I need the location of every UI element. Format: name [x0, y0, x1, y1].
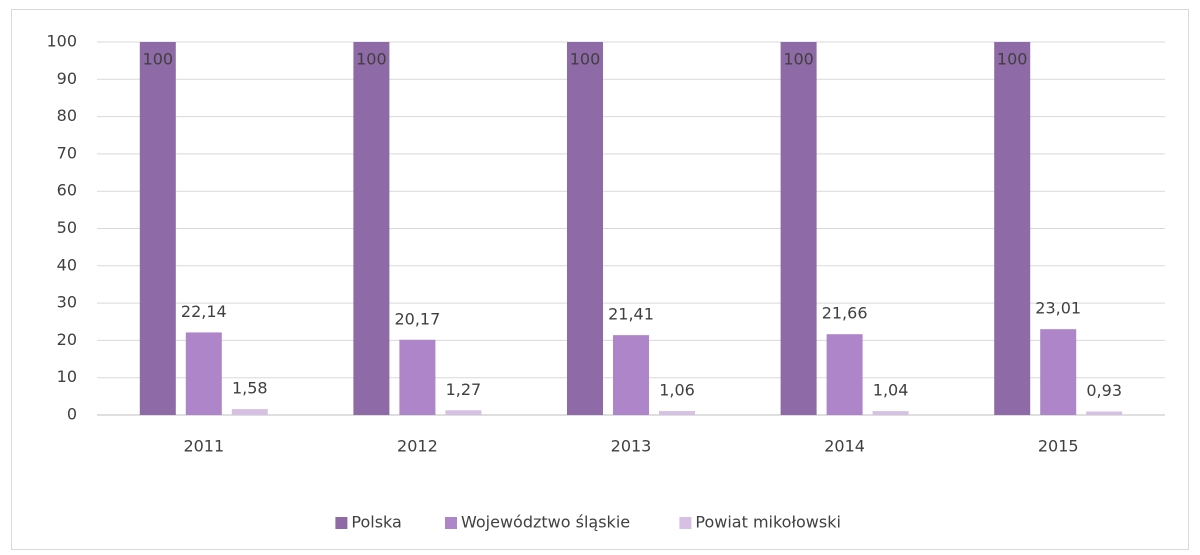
data-label: 20,17 [394, 309, 440, 328]
data-label: 21,41 [608, 305, 654, 324]
bar [1086, 411, 1123, 415]
bar [231, 409, 268, 415]
y-tick-label: 40 [57, 255, 77, 274]
bar [399, 339, 436, 415]
data-label: 100 [143, 50, 174, 69]
bar [780, 42, 817, 415]
data-label: 100 [570, 50, 601, 69]
bar [826, 334, 863, 415]
bar [139, 42, 176, 415]
y-tick-label: 70 [57, 143, 77, 162]
y-tick-label: 30 [57, 293, 77, 312]
y-tick-label: 0 [67, 405, 77, 424]
bar [659, 411, 695, 415]
bar [445, 410, 482, 415]
y-tick-label: 20 [57, 330, 77, 349]
legend-swatch [679, 517, 692, 529]
x-tick-label: 2011 [183, 437, 224, 456]
bar [994, 42, 1031, 415]
y-tick-label: 90 [57, 69, 77, 88]
y-tick-label: 10 [57, 367, 77, 386]
data-label: 23,01 [1035, 299, 1081, 318]
data-label: 0,93 [1086, 381, 1122, 400]
legend-swatch [445, 517, 457, 529]
y-tick-label: 80 [57, 106, 77, 125]
data-label: 1,04 [873, 381, 909, 400]
x-tick-label: 2015 [1038, 437, 1079, 456]
y-tick-label: 50 [57, 218, 77, 237]
bar [567, 42, 603, 415]
data-label: 1,27 [446, 380, 482, 399]
y-tick-label: 60 [57, 181, 77, 200]
bar [613, 335, 649, 415]
data-label: 100 [356, 50, 387, 69]
bar [872, 411, 909, 415]
y-tick-label: 100 [46, 32, 77, 51]
data-label: 1,06 [659, 381, 695, 400]
x-tick-label: 2014 [824, 437, 865, 456]
legend-label: Województwo śląskie [461, 513, 630, 532]
x-tick-label: 2013 [611, 437, 652, 456]
data-label: 100 [997, 50, 1028, 69]
bar [353, 42, 390, 415]
data-label: 21,66 [822, 304, 868, 323]
legend-label: Polska [351, 513, 401, 532]
legend-swatch [335, 517, 348, 529]
data-label: 22,14 [181, 302, 227, 321]
bar [1040, 329, 1077, 415]
x-tick-label: 2012 [397, 437, 438, 456]
bar [185, 332, 222, 415]
data-label: 1,58 [232, 379, 268, 398]
data-label: 100 [783, 50, 814, 69]
legend-label: Powiat mikołowski [695, 513, 841, 532]
